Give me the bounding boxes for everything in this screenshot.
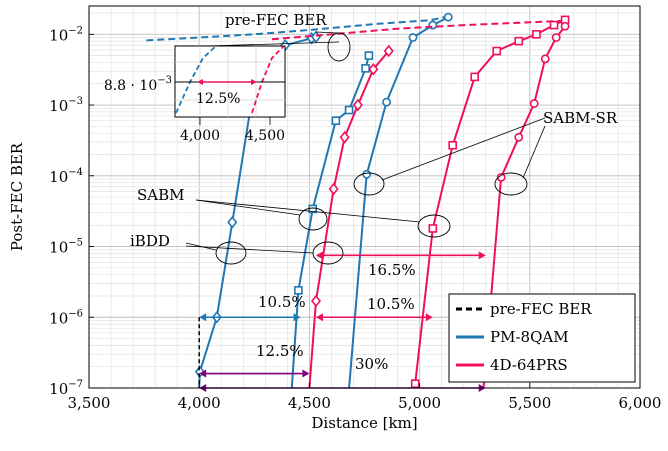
y-tick-label: 10−4 <box>49 167 83 186</box>
gain-label-purple-1: 12.5% <box>256 342 304 360</box>
x-tick-label: 6,000 <box>619 394 662 412</box>
ibdd-ellipse-1 <box>215 241 247 265</box>
pm8qam-SABM-point <box>294 286 303 295</box>
series-layer <box>146 12 570 388</box>
prs-gain-label-2: 10.5% <box>367 295 415 313</box>
axes: 3,500 4,000 4,500 5,000 5,500 6,000 10−7 10−6 10… <box>8 5 662 432</box>
prs-SABM-SR-point <box>514 132 524 142</box>
prs-gain-label-1: 16.5% <box>368 261 416 279</box>
pre-fec-ellipse <box>327 32 351 62</box>
zoom-inset: 12.5% 8.8 · 10−3 4,000 4,500 <box>104 45 286 144</box>
prs-SABM-point <box>470 72 480 82</box>
inset-threshold-label: 8.8 · 10−3 <box>104 75 172 94</box>
inset-gain-label: 12.5% <box>196 91 240 107</box>
pm8qam-SABM-point <box>361 64 370 73</box>
pm8qam-SABM-SR-point <box>382 97 391 107</box>
prs-SABM-SR-point <box>496 172 506 182</box>
x-tick-label: 5,500 <box>508 394 551 412</box>
ibdd-ellipse-2 <box>312 241 344 265</box>
pm8qam-SABM-SR-point <box>408 33 418 42</box>
x-axis-label: Distance [km] <box>311 414 417 432</box>
prs-SABM-point <box>532 29 541 39</box>
pm8qam-gain-label-1: 10.5% <box>258 293 306 311</box>
prs-SABM-point <box>549 20 559 30</box>
prs-SABM-point <box>448 140 457 150</box>
legend-label: PM-8QAM <box>490 328 569 346</box>
pm8qam-SABM-SR-point <box>362 169 372 179</box>
gain-label-purple-2: 30% <box>355 355 388 373</box>
pm8qam-SABM-point <box>308 204 318 214</box>
legend: pre-FEC BER PM-8QAM 4D-64PRS <box>448 293 636 383</box>
sabm-sr-ellipse-1 <box>353 172 385 196</box>
prs-SABM-SR-point <box>529 99 539 108</box>
inset-xtick-4000: 4,000 <box>180 128 220 144</box>
prs-iBDD-line <box>308 50 390 388</box>
prs-iBDD-point <box>328 182 339 196</box>
y-tick-label: 10−6 <box>49 308 83 327</box>
prs-pre-FEC-line <box>271 19 566 41</box>
prs-iBDD-point <box>352 98 363 112</box>
prs-iBDD-point <box>310 294 322 308</box>
x-tick-label: 4,500 <box>288 394 331 412</box>
prs-iBDD-point <box>383 44 394 58</box>
prs-gain-arrow-2-head-left <box>316 313 324 322</box>
pm8qam-iBDD-point <box>227 216 238 229</box>
prs-SABM-SR-point <box>560 21 570 31</box>
inset-xtick-4500: 4,500 <box>245 128 285 144</box>
prs-SABM-point <box>428 224 438 233</box>
sabm-callout-label: SABM <box>137 186 185 204</box>
pm8qam-SABM-point <box>364 51 374 60</box>
pm8qam-SABM-point <box>331 116 341 126</box>
inset-curves <box>175 46 285 114</box>
pm8qam-SABM-point <box>344 105 354 115</box>
inset-pm8qam-prefec <box>175 46 217 114</box>
sabm-ellipse-2 <box>417 214 451 238</box>
inset-gain-arrow-head-left <box>197 79 203 85</box>
y-tick-label: 10−3 <box>49 96 83 115</box>
pre-fec-leader <box>315 31 339 34</box>
gain-arrow-purple-1-head-left <box>199 369 207 378</box>
inset-gain-arrow-head-right <box>251 79 257 85</box>
prs-SABM-SR-point <box>540 54 550 64</box>
prs-iBDD-point <box>339 131 350 144</box>
prs-SABM-point <box>410 379 420 388</box>
gain-arrow-purple-1-head-right <box>302 369 310 378</box>
annotation-layer: 10.5% 12.5% 16.5% 10.5% 30% pre-FEC BER SABM-S… <box>130 11 618 392</box>
prs-gain-arrow-1-head-right <box>478 251 486 260</box>
prs-SABM-point <box>514 36 524 46</box>
y-tick-label: 10−7 <box>49 379 83 398</box>
pm8qam-SABM-SR-point <box>443 12 453 22</box>
sabm-sr-leader-2 <box>522 125 546 179</box>
pre-fec-callout-label: pre-FEC BER <box>225 11 327 29</box>
sabm-sr-ellipse-2 <box>494 172 528 196</box>
y-tick-label: 10−5 <box>49 238 83 257</box>
ibdd-callout-label: iBDD <box>130 232 170 250</box>
sabm-ellipse-1 <box>298 207 328 231</box>
prs-SABM-point <box>492 46 502 56</box>
legend-label: 4D-64PRS <box>490 356 568 374</box>
y-tick-label: 10−2 <box>49 25 83 44</box>
sabm-leader-2 <box>195 199 421 223</box>
plot-frame <box>88 5 641 389</box>
prs-gain-arrow-2-head-right <box>425 313 433 322</box>
legend-label: pre-FEC BER <box>490 300 592 318</box>
x-tick-label: 4,000 <box>178 394 221 412</box>
prs-SABM-SR-point <box>551 33 561 42</box>
x-tick-label: 3,500 <box>68 394 111 412</box>
y-axis-label: Post-FEC BER <box>8 142 26 251</box>
sabm-leader-1 <box>195 199 301 216</box>
x-tick-label: 5,000 <box>398 394 441 412</box>
prs-gain-arrow-1-head-left <box>316 251 324 260</box>
sabm-sr-leader-1 <box>381 117 546 181</box>
inset-prs-prefec <box>251 46 285 114</box>
pm8qam-gain-arrow-1-head-left <box>199 313 207 322</box>
ibdd-leader-2 <box>185 245 314 254</box>
sabm-sr-callout-label: SABM-SR <box>543 109 618 127</box>
prs-iBDD-point <box>368 63 379 76</box>
pm8qam-gain-arrow-1-head-right <box>293 313 301 322</box>
